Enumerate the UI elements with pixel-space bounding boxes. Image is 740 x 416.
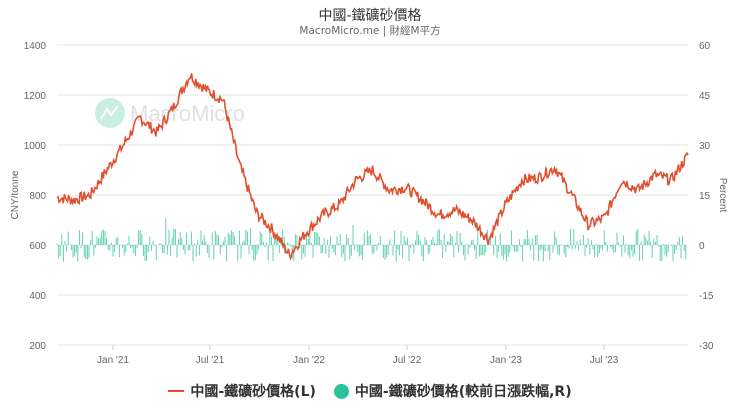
watermark: MacroMicro [95,98,245,128]
legend-item-daily-change[interactable]: 中國-鐵礦砂價格(較前日漲跌幅,R) [333,381,572,401]
y-right-tick: 15 [699,191,711,202]
gridlines [57,44,688,346]
legend-item-price[interactable]: 中國-鐵礦砂價格(L) [168,381,316,401]
x-tick: Jul '22 [393,355,422,366]
y-left-tick: 200 [29,341,46,352]
x-tick: Jul '23 [590,355,619,366]
y-right-tick: -15 [699,291,714,302]
y-axis-right: -30 -15 0 15 30 45 60 [699,41,714,352]
y-left-tick: 400 [29,291,46,302]
y-left-tick: 600 [29,241,46,252]
watermark-logo-icon [95,98,125,128]
x-tick: Jan '22 [293,355,325,366]
y-left-tick: 1000 [24,141,47,152]
chart-subtitle: MacroMicro.me | 財經M平方 [299,25,441,37]
y-right-tick: 45 [699,91,711,102]
y-axis-left: 200 400 600 800 1000 1200 1400 [24,41,47,352]
circle-marker-icon [333,383,349,399]
y-right-tick: 0 [699,241,705,252]
y-right-tick: 60 [699,41,711,52]
y-left-tick: 800 [29,191,46,202]
y-right-tick: -30 [699,341,714,352]
x-tick: Jul '21 [196,355,225,366]
x-tick: Jan '21 [97,355,129,366]
x-tick: Jan '23 [490,355,522,366]
y-left-tick: 1400 [24,41,47,52]
legend: 中國-鐵礦砂價格(L) 中國-鐵礦砂價格(較前日漲跌幅,R) [0,381,740,401]
daily-change-series [56,218,687,262]
price-series-line [56,73,689,261]
y-right-tick: 30 [699,141,711,152]
y-axis-right-title: Percent [717,178,728,213]
y-axis-left-title: CNY/tonne [10,170,21,219]
x-axis: Jan '21 Jul '21 Jan '22 Jul '22 Jan '23 Jul '… [97,345,619,366]
y-left-tick: 1200 [24,91,47,102]
chart-title: 中國-鐵礦砂價格 [318,8,422,24]
line-marker-icon [168,390,185,392]
